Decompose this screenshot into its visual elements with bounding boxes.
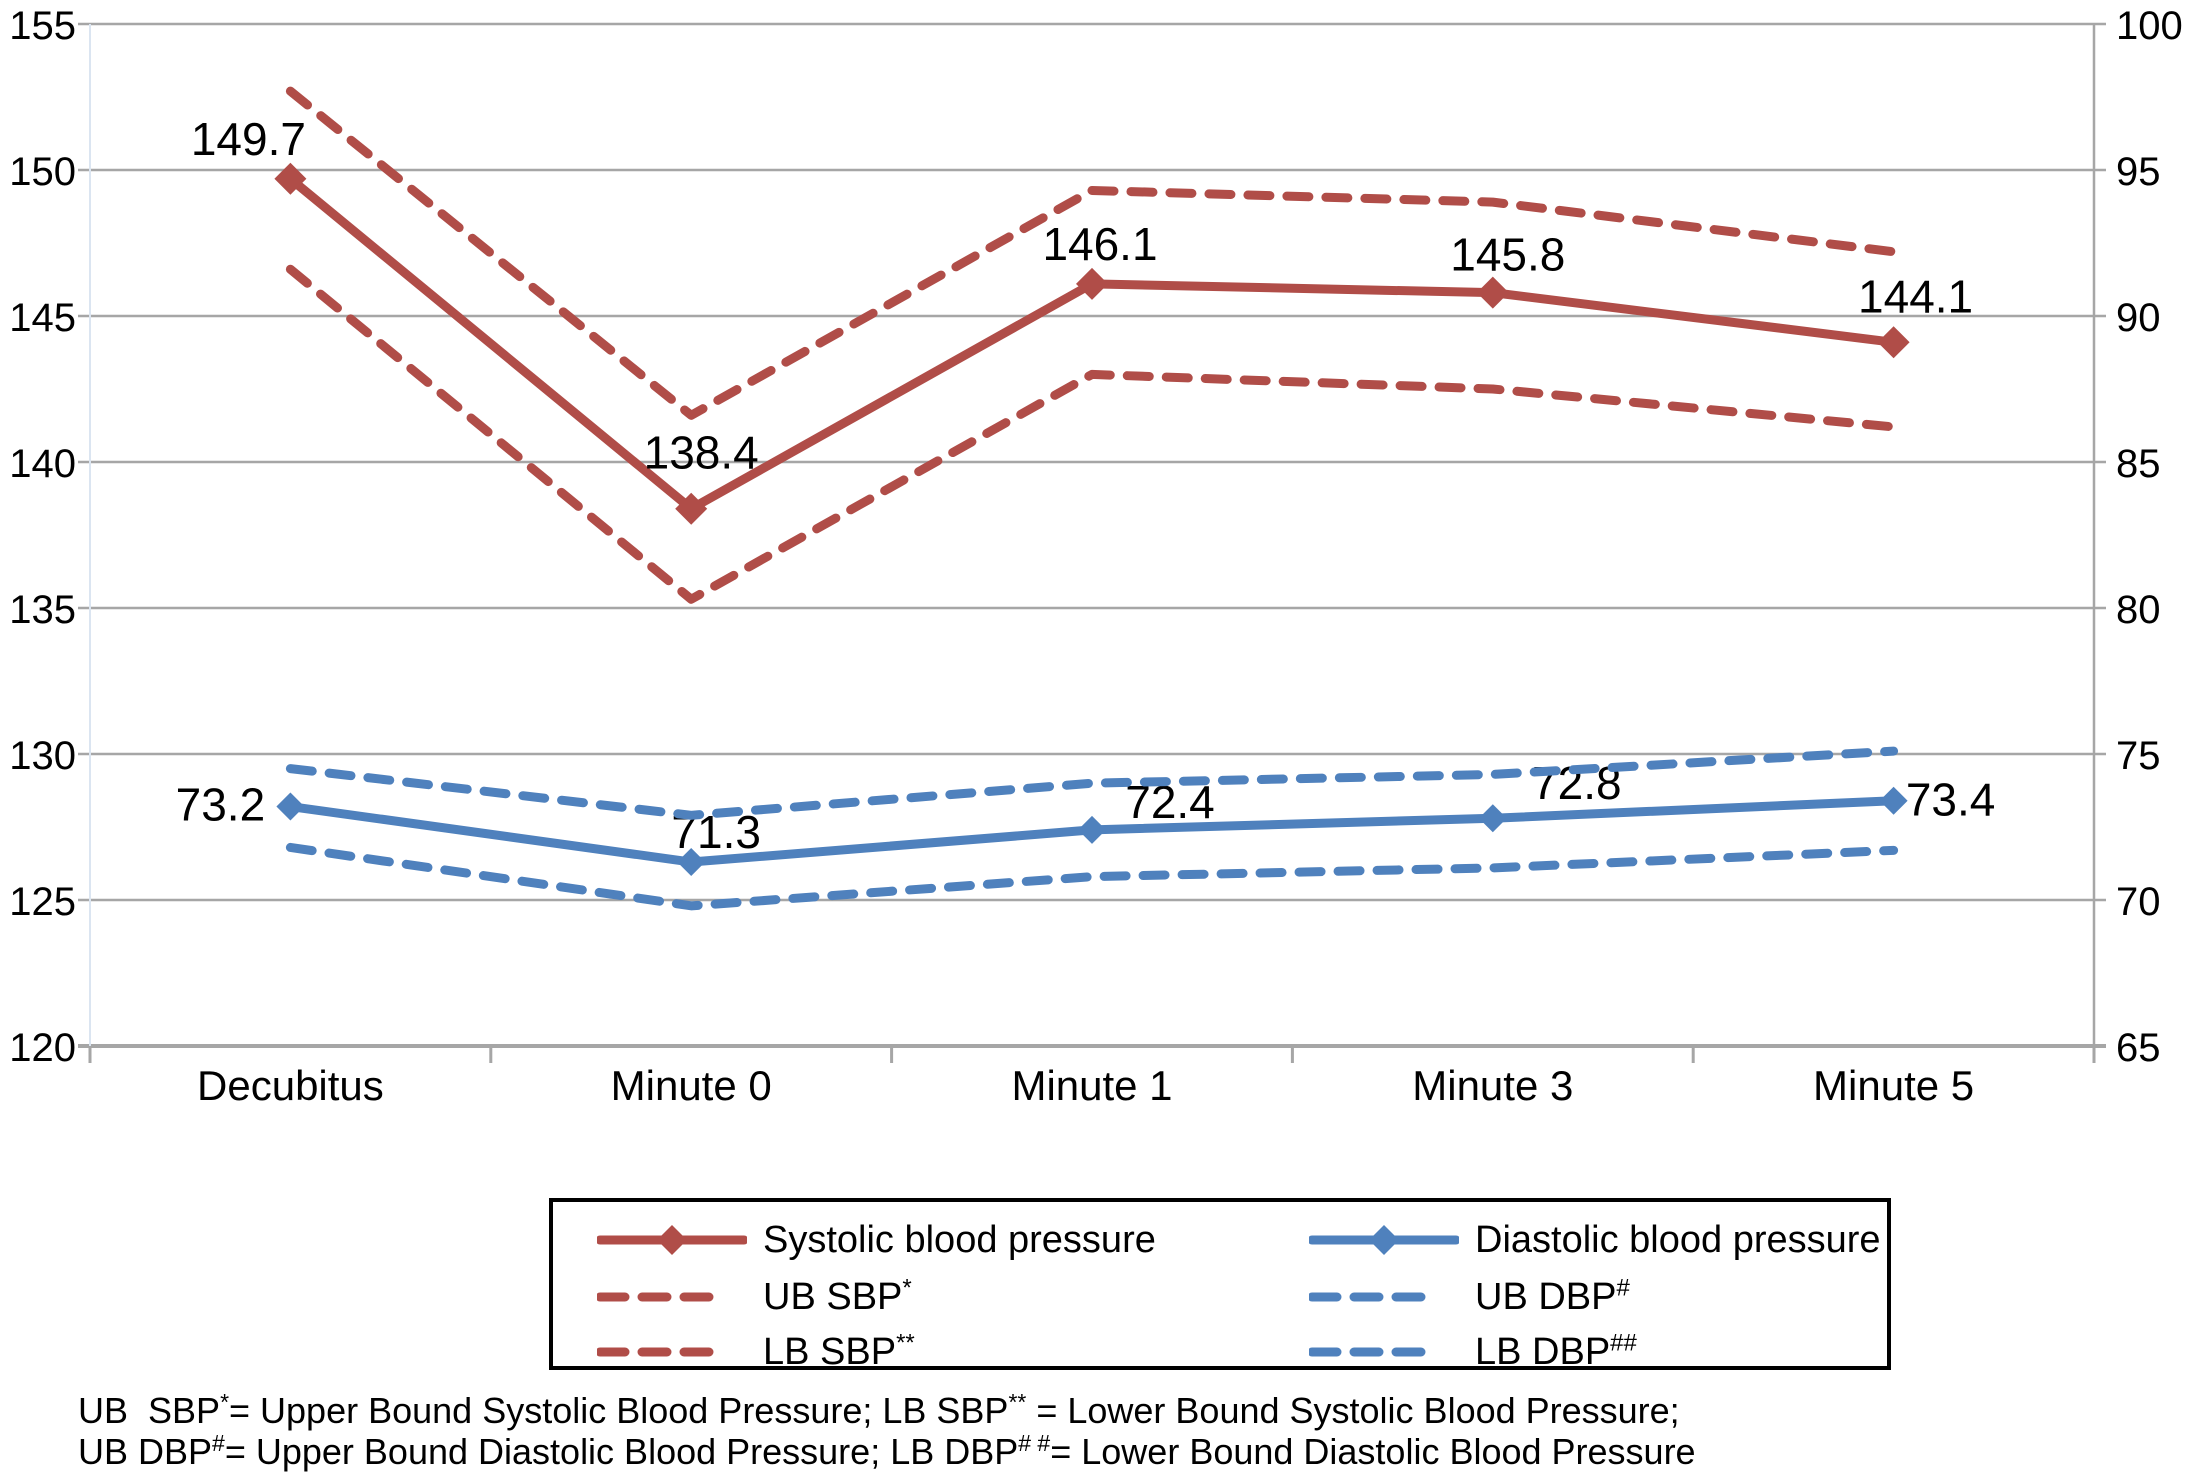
legend-label: UB DBP# [1475,1274,1630,1318]
x-category-label: Minute 1 [1011,1062,1172,1109]
series-diastolic-blood-pressure-marker [276,792,305,821]
data-label: 149.7 [191,113,306,165]
data-label: 145.8 [1450,229,1565,281]
diamond-marker-icon [1369,1225,1399,1255]
data-label: 138.4 [644,427,759,479]
legend-label: LB SBP** [763,1329,915,1373]
x-category-label: Decubitus [197,1062,384,1109]
y-tick-label-right: 100 [2116,4,2183,48]
series-lb-dbp-line [285,842,1899,911]
legend-item-ub-sbp: UB SBP* [597,1275,912,1319]
legend-dashed-line-swatch [1309,1292,1439,1302]
series-ub-dbp-line [285,746,1899,820]
series-diastolic-blood-pressure-marker [1078,815,1106,844]
legend-item-diastolic-blood-pressure: Diastolic blood pressure [1309,1218,1881,1262]
y-tick-label-left: 125 [9,880,76,924]
chart-footnotes: UB SBP*= Upper Bound Systolic Blood Pres… [78,1390,2128,1472]
legend-dashed-line-swatch [597,1347,727,1357]
y-tick-label-right: 80 [2116,588,2161,632]
y-tick-label-right: 75 [2116,734,2161,778]
y-tick-label-left: 155 [9,4,76,48]
series-systolic-blood-pressure-marker [274,162,307,195]
y-tick-label-left: 120 [9,1026,76,1070]
series-diastolic-blood-pressure-marker [1879,786,1908,815]
y-tick-label-right: 90 [2116,296,2161,340]
legend-solid-line-swatch [1309,1225,1459,1255]
legend-item-ub-dbp: UB DBP# [1309,1275,1630,1319]
data-label: 73.4 [1906,774,1996,826]
x-category-label: Minute 0 [611,1062,772,1109]
y-tick-label-left: 145 [9,296,76,340]
footnote-line-1: UB SBP*= Upper Bound Systolic Blood Pres… [78,1389,1680,1431]
data-label: 146.1 [1042,218,1157,270]
series-systolic-blood-pressure-marker [1076,267,1108,300]
series-systolic-blood-pressure-marker [1877,326,1910,359]
data-label: 73.2 [176,779,266,831]
series-lb-sbp-line [285,264,1899,604]
series-ub-sbp-line [285,86,1899,420]
legend-dashed-line-swatch [597,1292,727,1302]
legend-label: UB SBP* [763,1274,912,1318]
y-tick-label-left: 130 [9,734,76,778]
x-category-label: Minute 3 [1412,1062,1573,1109]
y-tick-label-right: 85 [2116,442,2161,486]
data-label: 144.1 [1858,270,1973,322]
footnote-line-2: UB DBP#= Upper Bound Diastolic Blood Pre… [78,1430,1696,1472]
legend-item-systolic-blood-pressure: Systolic blood pressure [597,1218,1156,1262]
series-systolic-blood-pressure-marker [675,492,708,525]
y-tick-label-left: 135 [9,588,76,632]
diamond-marker-icon [657,1225,687,1255]
legend-item-lb-sbp: LB SBP** [597,1330,915,1374]
series-diastolic-blood-pressure-marker [1478,804,1507,833]
y-tick-label-right: 95 [2116,150,2161,194]
legend-solid-line-swatch [597,1225,747,1255]
legend-label: Diastolic blood pressure [1475,1219,1881,1261]
legend-dashed-line-swatch [1309,1347,1439,1357]
y-tick-label-left: 150 [9,150,76,194]
legend-label: Systolic blood pressure [763,1219,1156,1261]
y-tick-label-right: 70 [2116,880,2161,924]
series-systolic-blood-pressure-marker [1476,276,1509,309]
chart-legend: Systolic blood pressure Diastolic blood p… [549,1198,1891,1373]
y-tick-label-left: 140 [9,442,76,486]
series-diastolic-blood-pressure-marker [677,848,706,877]
legend-item-lb-dbp: LB DBP## [1309,1330,1637,1374]
legend-label: LB DBP## [1475,1329,1637,1373]
y-tick-label-right: 65 [2116,1026,2161,1070]
x-category-label: Minute 5 [1813,1062,1974,1109]
